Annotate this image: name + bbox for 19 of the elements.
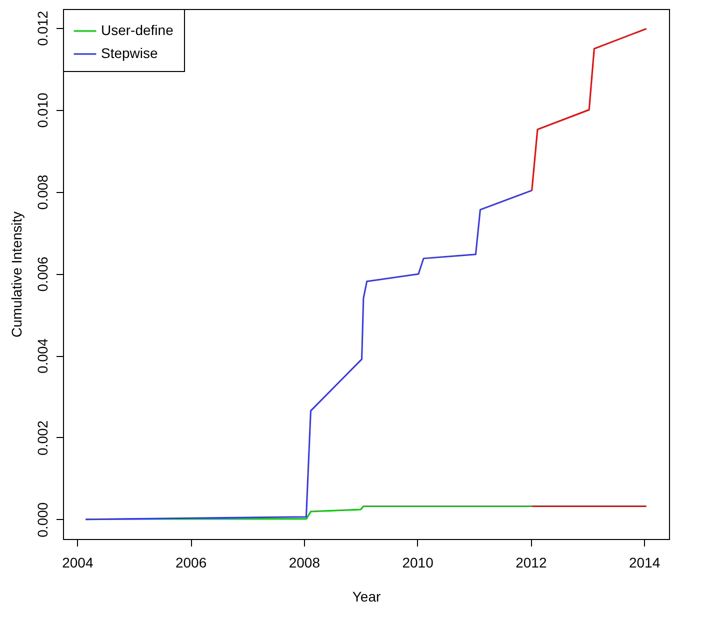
y-tick-label: 0.010 [34,92,50,128]
line-series [531,28,648,192]
y-tick-label: 0.012 [34,10,50,46]
y-tick-label: 0.006 [34,256,50,292]
legend-label: Stepwise [101,45,158,61]
x-tick-label: 2004 [62,554,94,570]
x-tick-label: 2008 [288,554,320,570]
y-tick-label: 0.004 [34,338,50,374]
legend-label: User-define [101,22,174,38]
y-tick-label: 0.008 [34,174,50,210]
y-tick-label: 0.000 [34,502,50,538]
x-tick-label: 2010 [402,554,434,570]
x-tick-label: 2014 [628,554,660,570]
x-axis-title: Year [352,588,381,604]
line-series [84,190,533,520]
y-axis-title: Cumulative Intensity [8,211,24,338]
y-tick-label: 0.002 [34,420,50,456]
x-tick-label: 2012 [516,554,547,570]
x-tick-label: 2006 [175,554,207,570]
